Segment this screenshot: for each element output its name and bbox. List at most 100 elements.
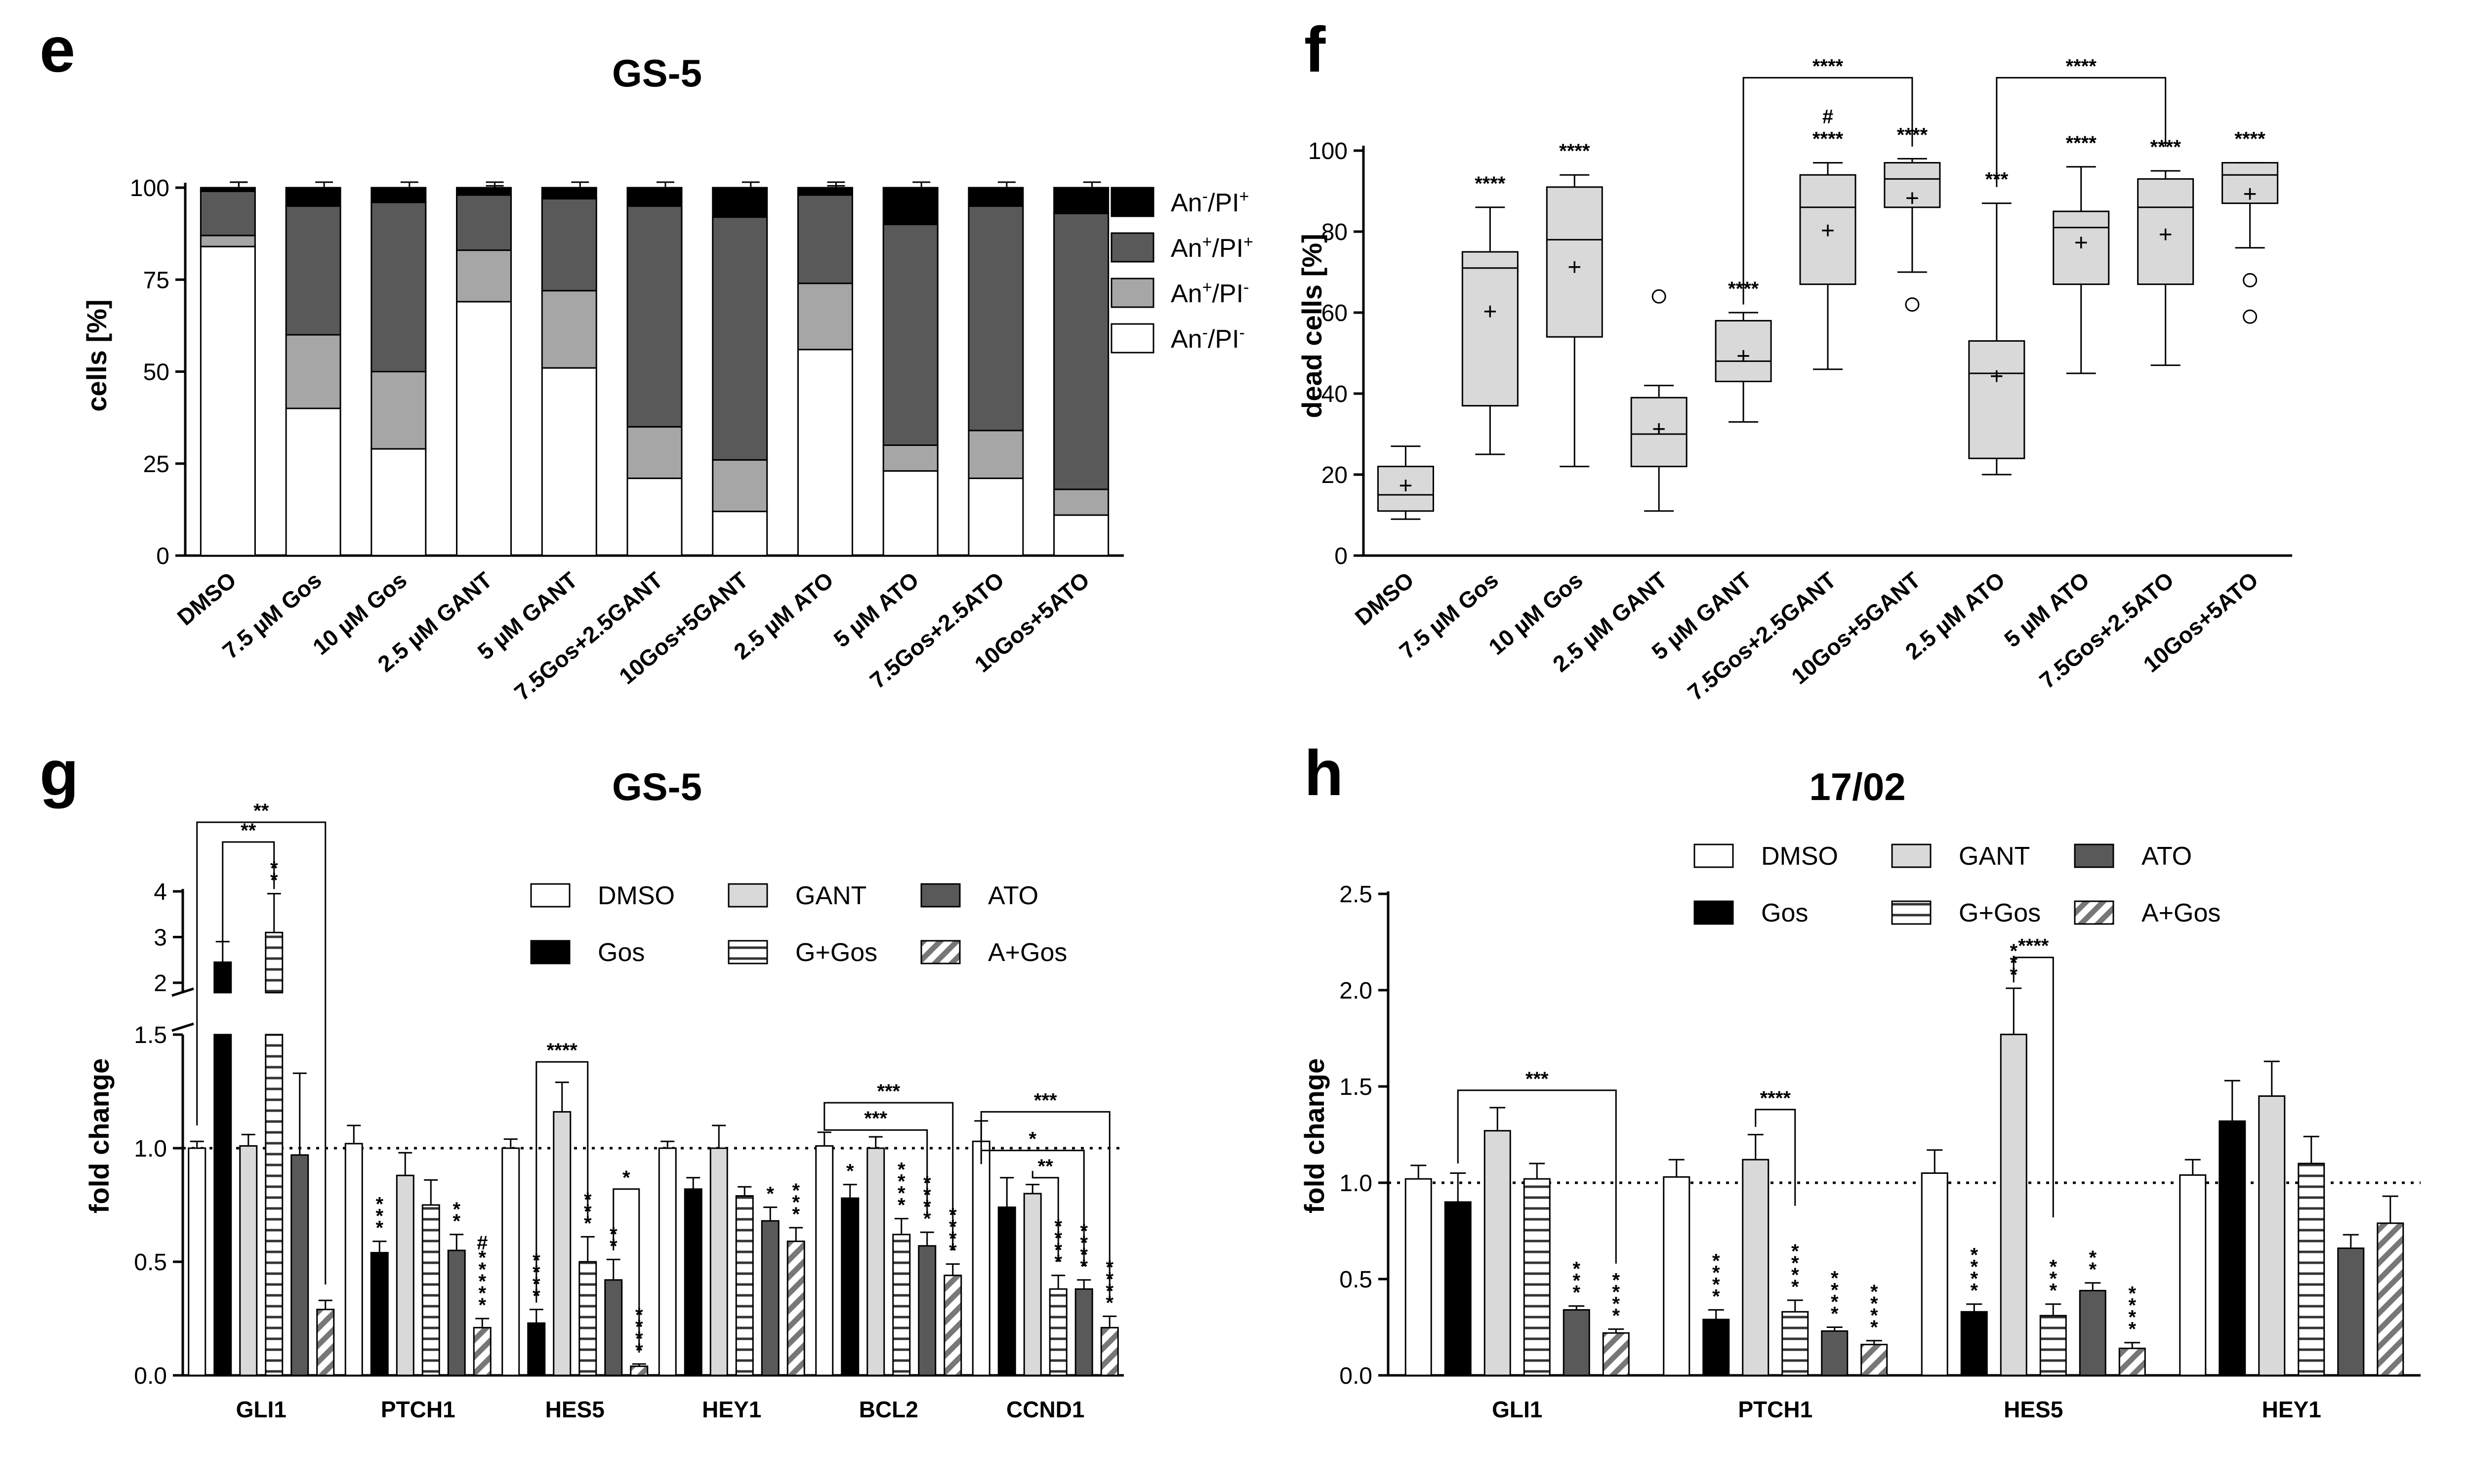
sig-marker-g-char: * bbox=[792, 1203, 800, 1225]
legend-label-g: DMSO bbox=[598, 882, 675, 910]
y-tick-label-g: 4 bbox=[154, 879, 167, 905]
bar-h bbox=[1821, 1330, 1849, 1376]
outlier-f bbox=[2243, 309, 2258, 324]
sig-marker-h-char: * bbox=[1870, 1293, 1878, 1315]
bar-h bbox=[2039, 1315, 2067, 1376]
sig-marker-g-char: * bbox=[453, 1199, 460, 1220]
legend-swatch-h bbox=[2074, 900, 2114, 925]
sig-marker-h-char: * bbox=[1831, 1303, 1839, 1325]
sig-marker-h-char: * bbox=[1831, 1280, 1839, 1301]
x-category-e: 7.5Gos+2.5GANT bbox=[509, 567, 667, 706]
bar-h bbox=[1523, 1178, 1551, 1376]
mean-marker-f: + bbox=[1990, 363, 2004, 390]
bar-g bbox=[1074, 1288, 1093, 1376]
axis-break-g bbox=[171, 1022, 194, 1032]
sig-marker-h-char: * bbox=[1970, 1244, 1978, 1266]
y-tick-label-h: 1.0 bbox=[1339, 1170, 1372, 1197]
legend-swatch-h bbox=[1693, 843, 1734, 868]
box-f bbox=[1715, 320, 1772, 382]
bar-segment-e bbox=[541, 290, 597, 369]
bar-segment-e bbox=[541, 187, 597, 200]
x-category-h: GLI1 bbox=[1492, 1397, 1542, 1422]
panel-label-h: h bbox=[1304, 737, 1343, 809]
sig-marker-f: # bbox=[1822, 106, 1833, 128]
x-category-f: 7.5Gos+2.5GANT bbox=[1683, 567, 1841, 706]
y-tick-label-g: 3 bbox=[154, 925, 167, 951]
bar-segment-e bbox=[797, 282, 853, 351]
sig-marker-g-char: * bbox=[453, 1210, 460, 1232]
sig-marker-g-char: * bbox=[478, 1247, 486, 1269]
y-tick-label-f: 80 bbox=[1321, 219, 1348, 245]
sig-marker-f: **** bbox=[1475, 173, 1506, 195]
sig-marker-h-char: * bbox=[1791, 1252, 1799, 1274]
bar-segment-e bbox=[285, 334, 341, 409]
comparison-bracket-g bbox=[196, 821, 327, 1284]
sig-marker-h-char: * bbox=[1572, 1270, 1580, 1292]
bar-h bbox=[1483, 1130, 1511, 1376]
bar-segment-e bbox=[370, 448, 427, 557]
bar-h bbox=[1404, 1178, 1432, 1376]
legend-label-h: Gos bbox=[1761, 899, 1808, 927]
legend-label-h: GANT bbox=[1959, 842, 2030, 871]
bar-segment-e bbox=[882, 444, 939, 472]
sig-marker-g-char: * bbox=[584, 1212, 592, 1234]
sig-marker-h-char: * bbox=[1870, 1317, 1878, 1338]
y-tick-label-g: 1.5 bbox=[134, 1022, 167, 1048]
chart-title-h: 17/02 bbox=[1809, 765, 1905, 808]
comparison-bracket-g bbox=[1031, 1171, 1059, 1262]
comparison-bracket-g-label: ** bbox=[241, 820, 256, 842]
legend-swatch-g bbox=[728, 940, 768, 964]
comparison-bracket-h bbox=[2013, 957, 2054, 1218]
y-tick-label-h: 0.5 bbox=[1339, 1267, 1372, 1293]
box-f bbox=[1630, 397, 1688, 468]
legend-swatch-g bbox=[920, 883, 961, 908]
mean-marker-f: + bbox=[1821, 218, 1835, 244]
sig-marker-g-char: * bbox=[478, 1271, 486, 1292]
sig-marker-g: # bbox=[477, 1232, 488, 1254]
legend-swatch-e bbox=[1111, 278, 1154, 308]
bar-g bbox=[735, 1195, 754, 1376]
x-category-g: PTCH1 bbox=[381, 1397, 455, 1422]
sig-marker-h-char: * bbox=[2010, 940, 2017, 962]
sig-marker-g-char: * bbox=[1080, 1256, 1088, 1278]
sig-marker-g-char: * bbox=[846, 1161, 854, 1182]
bar-g bbox=[815, 1145, 834, 1376]
bar-segment-e bbox=[968, 430, 1024, 480]
y-tick-label-g: 0.0 bbox=[134, 1363, 167, 1389]
sig-marker-g-char: * bbox=[949, 1240, 957, 1262]
sig-marker-g-char: * bbox=[898, 1195, 906, 1216]
bar-segment-e bbox=[712, 459, 768, 513]
bar-segment-e bbox=[285, 187, 341, 207]
panel-h-chart: 0.00.51.01.52.02.5*******GLI1***********… bbox=[1339, 842, 2421, 1422]
bar-g bbox=[684, 1188, 702, 1376]
bar-segment-e bbox=[456, 187, 512, 196]
sig-marker-g-char: * bbox=[898, 1171, 906, 1193]
x-category-g: CCND1 bbox=[1006, 1397, 1084, 1422]
bar-segment-e bbox=[882, 470, 939, 557]
bar-g bbox=[213, 1034, 232, 1376]
sig-marker-h-char: * bbox=[1831, 1268, 1839, 1289]
legend-label-g: GANT bbox=[795, 882, 866, 910]
sig-marker-g-char: * bbox=[898, 1183, 906, 1204]
bar-g-upper bbox=[265, 931, 284, 994]
x-category-g: GLI1 bbox=[236, 1397, 287, 1422]
sig-marker-g-char: * bbox=[375, 1217, 383, 1239]
bar-g bbox=[866, 1147, 885, 1376]
legend-swatch-e bbox=[1111, 187, 1154, 217]
bar-segment-e bbox=[968, 187, 1024, 207]
bar-g bbox=[604, 1279, 623, 1376]
bar-g bbox=[316, 1309, 335, 1376]
legend-swatch-g bbox=[920, 940, 961, 964]
x-category-h: PTCH1 bbox=[1738, 1397, 1812, 1422]
sig-marker-h-char: * bbox=[1870, 1305, 1878, 1326]
bar-h bbox=[1602, 1332, 1630, 1376]
bar-segment-e bbox=[712, 511, 768, 557]
box-f bbox=[2053, 210, 2110, 285]
bar-g bbox=[972, 1140, 990, 1376]
bar-g bbox=[396, 1174, 414, 1376]
sig-marker-h-char: * bbox=[1612, 1293, 1620, 1315]
comparison-bracket-h-label: **** bbox=[1760, 1087, 1791, 1109]
bar-h bbox=[1860, 1344, 1888, 1376]
bar-segment-e bbox=[1053, 187, 1110, 214]
